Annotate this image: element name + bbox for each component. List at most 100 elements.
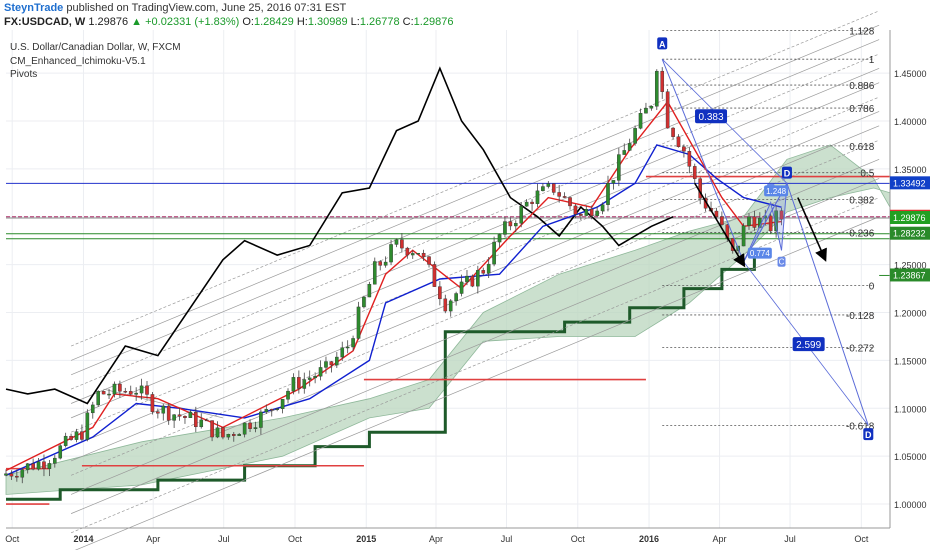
candle-body bbox=[335, 356, 339, 366]
close-value: 1.29876 bbox=[413, 16, 454, 28]
candle-body bbox=[112, 383, 117, 395]
candle-body bbox=[248, 422, 252, 429]
candle-body bbox=[584, 208, 589, 216]
candle-body bbox=[654, 70, 659, 107]
candle-body bbox=[128, 391, 133, 395]
publisher-name[interactable]: SteynTrade bbox=[4, 2, 64, 14]
point-label: D bbox=[865, 430, 872, 440]
fib-level-label: 0.382 bbox=[849, 196, 874, 207]
candle-body bbox=[541, 186, 545, 192]
candle-body bbox=[372, 261, 377, 285]
candle-body bbox=[622, 150, 627, 155]
candle-body bbox=[53, 457, 57, 464]
y-tick-label: 1.45000 bbox=[894, 69, 927, 79]
candle-body bbox=[416, 252, 420, 255]
candle-body bbox=[80, 431, 84, 440]
fib-level-label: 1.128 bbox=[849, 26, 874, 37]
candle-body bbox=[215, 427, 220, 438]
pivots-label[interactable]: Pivots bbox=[10, 69, 38, 80]
open-label: O: bbox=[242, 16, 254, 28]
candle-body bbox=[351, 338, 355, 348]
candle-body bbox=[557, 192, 561, 197]
candle-body bbox=[166, 405, 171, 421]
candle-body bbox=[101, 391, 106, 395]
candle-body bbox=[183, 416, 187, 418]
close-label: C: bbox=[402, 16, 414, 28]
channel-line bbox=[70, 125, 880, 462]
cloud-area bbox=[5, 144, 891, 495]
candle-body bbox=[568, 197, 572, 207]
candle-body bbox=[307, 377, 312, 380]
ichimoku-cloud bbox=[5, 144, 891, 501]
channel-line bbox=[70, 39, 880, 376]
candle-body bbox=[107, 393, 111, 396]
point-label-box bbox=[781, 166, 792, 179]
x-tick-label: Jul bbox=[218, 534, 230, 544]
candle-body bbox=[443, 298, 448, 312]
price-label: 1.33492 bbox=[893, 178, 926, 188]
trend-channel bbox=[70, 10, 880, 550]
price-label: 1.23867 bbox=[893, 270, 926, 280]
x-tick-label: 2014 bbox=[73, 534, 93, 544]
candle-body bbox=[579, 214, 583, 216]
x-tick-label: Oct bbox=[571, 534, 586, 544]
candle-body bbox=[123, 391, 128, 393]
indicator-label[interactable]: CM_Enhanced_Ichimoku-V5.1 bbox=[10, 56, 146, 67]
ratio-label-box bbox=[747, 247, 772, 259]
candle-body bbox=[741, 225, 746, 247]
candle-body bbox=[481, 270, 486, 274]
candle-body bbox=[470, 275, 475, 287]
candle-body bbox=[644, 108, 648, 114]
candle-body bbox=[682, 146, 686, 152]
instrument-label: U.S. Dollar/Canadian Dollar, W, FXCM bbox=[10, 42, 181, 53]
channel-line bbox=[70, 178, 880, 514]
price-label-box bbox=[890, 268, 930, 282]
candle-body bbox=[589, 208, 594, 216]
ratio-label-box bbox=[695, 109, 728, 124]
candle-body bbox=[356, 306, 361, 339]
candle-body bbox=[562, 196, 567, 198]
published-text: published on TradingView.com, June 25, 2… bbox=[66, 2, 347, 14]
candle-body bbox=[421, 252, 426, 257]
candle-body bbox=[210, 420, 214, 438]
candle-body bbox=[134, 392, 138, 395]
candle-body bbox=[242, 422, 247, 435]
candle-body bbox=[519, 205, 524, 224]
candle-body bbox=[720, 216, 724, 225]
channel-line bbox=[70, 24, 880, 361]
channel-line bbox=[70, 82, 880, 419]
candle-body bbox=[90, 404, 95, 414]
candle-body bbox=[714, 210, 719, 218]
candle-body bbox=[546, 183, 551, 187]
x-tick-label: Oct bbox=[5, 534, 20, 544]
candle-body bbox=[199, 419, 204, 428]
x-tick-label: Apr bbox=[429, 534, 443, 544]
fib-level-label: 1 bbox=[869, 55, 875, 66]
y-tick-label: 1.00000 bbox=[894, 500, 927, 510]
channel-connector bbox=[103, 388, 224, 419]
candle-body bbox=[31, 463, 35, 470]
candle-body bbox=[329, 361, 334, 366]
channel-line bbox=[70, 197, 880, 534]
candle-body bbox=[448, 300, 453, 312]
candle-body bbox=[150, 394, 155, 412]
candle-body bbox=[188, 412, 193, 418]
candle-body bbox=[20, 469, 25, 478]
fib-level-label: -0.128 bbox=[846, 311, 875, 322]
candle-body bbox=[172, 414, 176, 421]
fib-level-label: -0.618 bbox=[846, 422, 875, 433]
point-label-box bbox=[863, 428, 874, 441]
candle-body bbox=[194, 412, 198, 428]
candle-body bbox=[687, 151, 692, 167]
candle-body bbox=[513, 223, 518, 227]
x-tick-label: Oct bbox=[288, 534, 303, 544]
candle-body bbox=[535, 190, 540, 204]
quote-line: FX:USDCAD, W 1.29876 ▲ +0.02331 (+1.83%)… bbox=[4, 16, 453, 28]
candle-body bbox=[649, 106, 654, 109]
cloud-edge-line bbox=[6, 253, 771, 501]
candle-body bbox=[389, 244, 393, 263]
candle-body bbox=[226, 434, 231, 438]
candle-body bbox=[275, 408, 279, 410]
candle-body bbox=[438, 286, 442, 300]
